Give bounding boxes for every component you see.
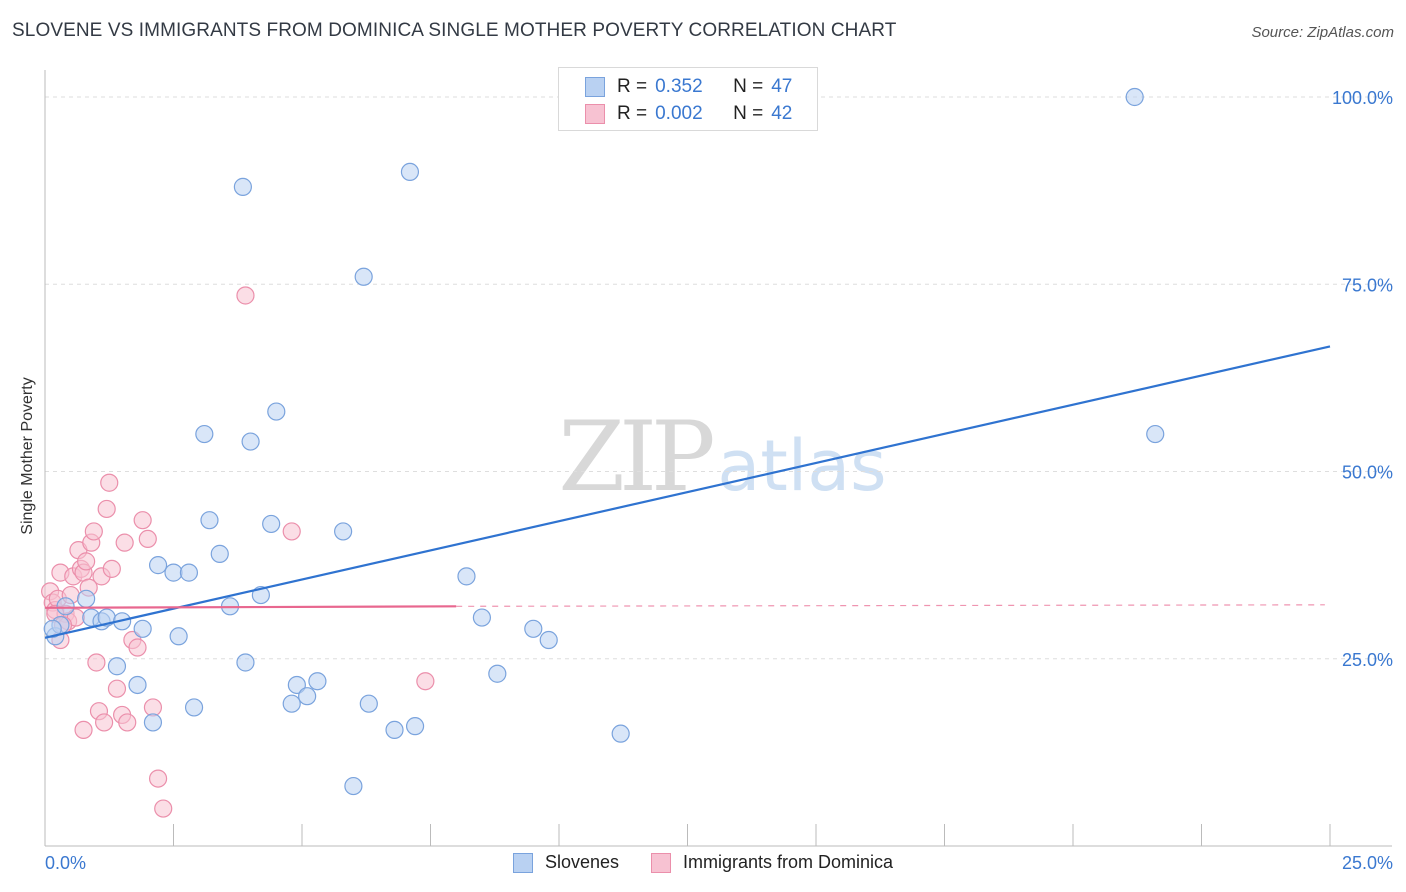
stats-legend: R = 0.352 N = 47 R = 0.002 N = 42 <box>558 67 818 131</box>
trend-lines <box>44 345 1331 639</box>
slovenes-point <box>1125 87 1144 107</box>
slovenes-legend-swatch <box>512 852 533 873</box>
n-value: 42 <box>771 103 793 124</box>
slovenes-point <box>143 713 163 732</box>
dominica-point <box>148 769 168 788</box>
slovenes-point <box>308 672 327 691</box>
axes <box>44 70 1392 847</box>
slovenes-point <box>400 162 420 181</box>
dominica-trend-line <box>44 605 457 609</box>
slovenes-point <box>344 776 363 796</box>
legend-label-slovenes: Slovenes <box>544 852 619 872</box>
stats-row-dominica: R = 0.002 N = 42 <box>585 102 792 126</box>
y-tick-label: 75.0% <box>1342 275 1393 295</box>
slovenes-point <box>133 619 152 638</box>
slovenes-point <box>164 563 183 582</box>
slovenes-point <box>43 619 62 638</box>
slovenes-point <box>488 664 507 683</box>
chart-title: SLOVENE VS IMMIGRANTS FROM DOMINICA SING… <box>12 20 897 41</box>
slovenes-point <box>298 687 317 706</box>
slovenes-point <box>107 657 127 676</box>
dominica-trend-extension <box>456 604 1325 607</box>
legend-label-dominica: Immigrants from Dominica <box>683 852 894 872</box>
slovenes-point <box>354 267 373 286</box>
slovenes-point <box>405 717 425 736</box>
slovenes-point <box>457 567 476 586</box>
slovenes-point <box>241 432 260 451</box>
legend-item-slovenes[interactable]: Slovenes <box>512 852 619 873</box>
y-tick-label: 100.0% <box>1332 88 1393 108</box>
dominica-point <box>102 559 121 578</box>
slovenes-point <box>1146 424 1165 444</box>
slovenes-point <box>262 514 281 534</box>
n-label: N = <box>733 76 764 97</box>
dominica-point <box>87 653 106 672</box>
dominica-legend-swatch <box>651 852 671 873</box>
tick-labels: 25.0% 50.0% 75.0% 100.0% 0.0% 25.0% <box>45 88 1393 873</box>
dominica-point <box>74 720 93 740</box>
series-legend: Slovenes Immigrants from Dominica <box>0 852 1406 873</box>
slovenes-swatch <box>585 77 605 97</box>
slovenes-point <box>385 720 404 740</box>
n-label: N = <box>733 103 764 124</box>
r-label: R = <box>617 76 648 97</box>
x-tick-label: 25.0% <box>1342 853 1393 873</box>
slovenes-point <box>267 402 286 421</box>
dominica-point <box>77 552 96 571</box>
slovenes-point <box>282 694 301 713</box>
r-value: 0.352 <box>655 76 703 97</box>
dominica-point <box>133 511 152 530</box>
watermark-zip: ZIP <box>558 401 713 513</box>
slovenes-point <box>148 556 168 575</box>
slovenes-point <box>77 589 96 608</box>
dominica-point <box>97 499 116 519</box>
slovenes-point <box>539 630 558 650</box>
slovenes-point <box>236 653 255 672</box>
slovenes-point <box>611 724 630 743</box>
slovenes-point <box>184 698 204 717</box>
r-value: 0.002 <box>655 103 703 124</box>
dominica-point <box>282 522 301 541</box>
y-tick-label: 50.0% <box>1342 463 1393 483</box>
dominica-point <box>95 713 114 732</box>
slovenes-point <box>179 563 199 582</box>
dominica-point <box>100 473 119 492</box>
dominica-point <box>115 533 134 552</box>
n-value: 47 <box>771 76 793 97</box>
slovenes-point <box>359 694 378 713</box>
x-tick-label: 0.0% <box>45 853 86 873</box>
slovenes-point <box>287 675 306 695</box>
slovenes-point <box>169 627 188 646</box>
stats-row-slovenes: R = 0.352 N = 47 <box>585 75 792 99</box>
slovenes-point <box>195 424 214 444</box>
slovenes-point <box>128 675 147 695</box>
legend-item-dominica[interactable]: Immigrants from Dominica <box>651 852 893 873</box>
slovenes-point <box>56 597 75 616</box>
dominica-point <box>118 713 137 732</box>
slovenes-point <box>334 522 353 541</box>
dominica-point <box>107 679 127 698</box>
dominica-point <box>416 672 435 691</box>
dominica-point <box>84 522 103 541</box>
slovenes-point <box>472 608 491 627</box>
series-dominica <box>41 286 435 818</box>
y-tick-label: 25.0% <box>1342 650 1393 670</box>
dominica-point <box>128 638 147 657</box>
dominica-point <box>236 286 255 305</box>
slovenes-point <box>524 619 543 638</box>
watermark: ZIP atlas <box>558 401 886 513</box>
slovenes-point <box>210 544 229 563</box>
slovenes-trend-line <box>44 345 1331 639</box>
source-label: Source: ZipAtlas.com <box>1251 24 1394 41</box>
r-label: R = <box>617 103 648 124</box>
dominica-point <box>138 529 157 549</box>
slovenes-point <box>233 177 252 196</box>
dominica-point <box>154 799 173 818</box>
dominica-swatch <box>585 104 605 124</box>
slovenes-point <box>200 511 219 530</box>
